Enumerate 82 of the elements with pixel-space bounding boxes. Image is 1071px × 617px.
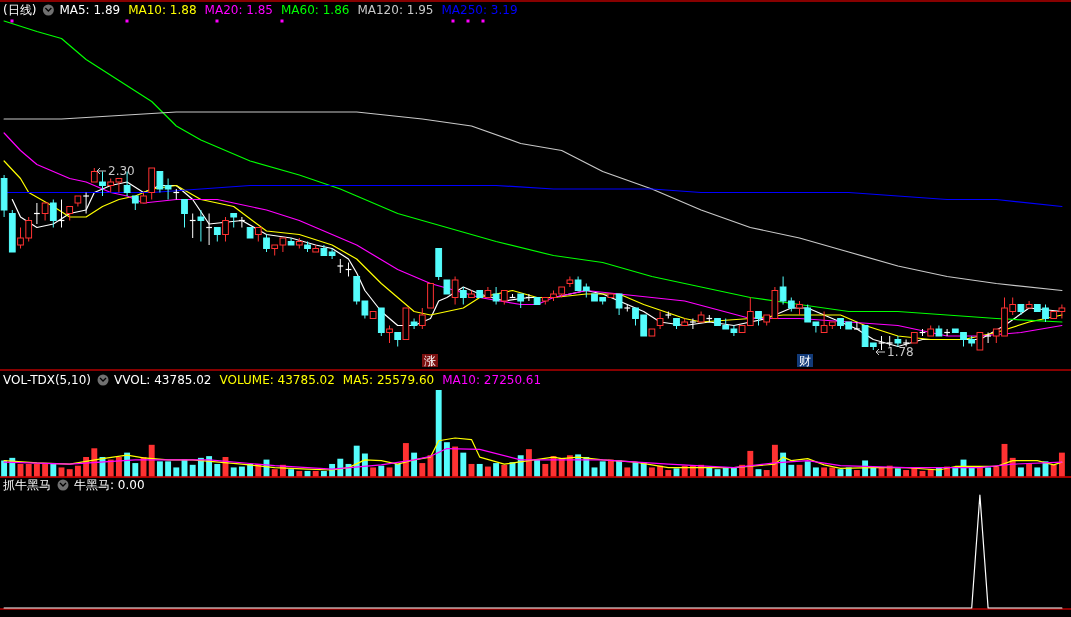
bar [173,467,180,477]
bar [402,443,409,477]
text: MA10: 27250.61 [442,373,542,387]
bar [1,460,8,477]
candlestick [689,318,697,330]
text: MA5: 25579.60 [342,373,435,387]
bar [271,469,278,477]
candlestick [656,311,664,330]
bar [624,467,631,477]
bar [378,465,385,477]
candlestick [894,335,902,347]
bar [1058,452,1065,477]
text: MA120: 1.95 [357,3,434,17]
bar [42,463,49,477]
bar [25,463,32,477]
bar [411,452,418,477]
bar [460,452,467,477]
bar [648,467,655,477]
candlestick [82,192,90,214]
bar [288,469,295,477]
bar [91,448,98,477]
bar [230,467,237,477]
text: VOLUME: 43785.02 [219,373,335,387]
bar [812,467,819,477]
bar [435,390,442,477]
bar [214,463,221,477]
bar [894,468,901,477]
candlestick [984,332,992,344]
chart-title: (日线) [3,3,37,17]
bar [394,463,401,477]
bar [370,467,377,477]
bar [132,463,139,477]
text: MA10: 1.88 [128,3,197,17]
bar [1034,467,1041,477]
bar [1026,463,1033,477]
bar [443,442,450,477]
bar [50,463,57,477]
bar [165,461,172,477]
bar [985,467,992,477]
candlestick [492,286,500,305]
bar [525,449,532,477]
text: 牛黑马: 0.00 [74,478,145,492]
bar [419,463,426,477]
bar [74,465,81,477]
bar [33,463,40,477]
text: 涨 [424,354,436,368]
candlestick [451,276,459,305]
chart-title: 抓牛黑马 [3,478,51,492]
bar [599,461,606,477]
bar [829,467,836,477]
text: 财 [799,354,811,368]
bar [189,464,196,477]
bar [156,461,163,477]
annotation: 2.30 [108,164,135,178]
bar [1017,467,1024,477]
text: MA5: 1.89 [59,3,121,17]
candlestick [0,174,8,218]
bar [804,461,811,477]
candlestick [164,178,172,200]
chart-title: VOL-TDX(5,10) [3,373,92,387]
candlestick [197,209,205,242]
bar [66,469,73,477]
bar [1050,464,1057,477]
text: VVOL: 43785.02 [114,373,212,387]
bar [452,446,459,477]
bar [542,463,549,477]
annotation: 1.78 [887,345,914,359]
text: MA20: 1.85 [204,3,273,17]
candlestick [410,318,418,330]
text: MA250: 3.19 [441,3,518,17]
bar [771,444,778,477]
bar [501,464,508,477]
bar [493,463,500,477]
bar [821,467,828,477]
text: MA60: 1.86 [281,3,350,17]
bar [747,450,754,477]
bar [476,463,483,477]
candlestick [328,248,336,260]
bar [534,459,541,477]
candlestick [566,276,574,288]
bar [148,444,155,477]
bar [788,464,795,477]
